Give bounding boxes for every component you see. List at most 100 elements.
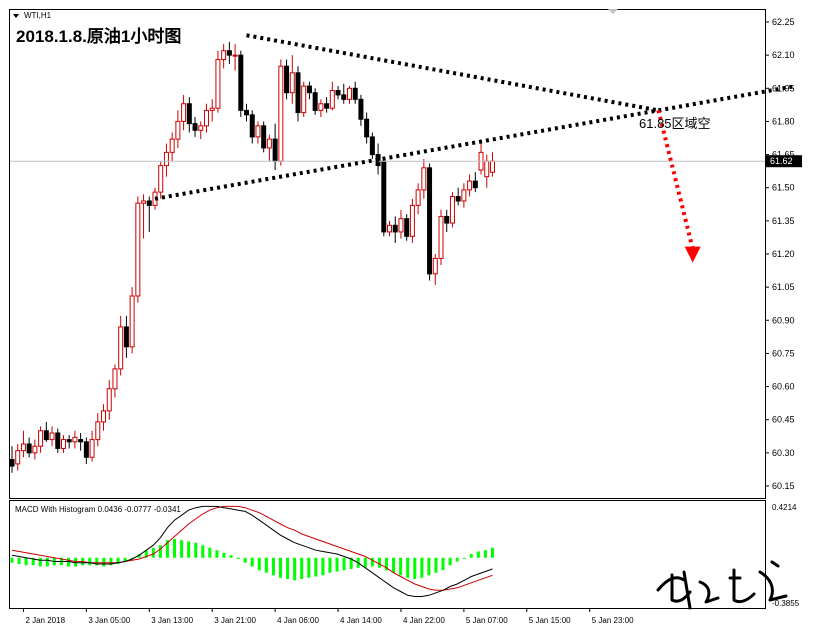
candle	[352, 81, 358, 104]
time-tick-label: 5 Jan 07:00	[466, 616, 508, 625]
candle	[78, 432, 84, 451]
candle	[60, 435, 66, 453]
price-tick-label: 60.15	[772, 481, 795, 491]
candle-body	[329, 89, 335, 109]
macd-histogram-bar	[31, 557, 35, 566]
macd-histogram-bar	[406, 557, 410, 578]
candle-body	[409, 204, 415, 237]
candle-body	[163, 151, 169, 167]
macd-histogram-bar	[399, 557, 403, 576]
trade-annotation: 61.85区域空	[639, 116, 711, 131]
candle	[329, 81, 335, 111]
macd-histogram-bar	[165, 540, 169, 558]
macd-histogram-bar	[257, 557, 261, 571]
macd-histogram-bar	[187, 541, 191, 558]
candle-body	[106, 388, 112, 412]
candle	[358, 94, 364, 126]
candle-body	[306, 85, 312, 94]
candle-body	[438, 215, 444, 259]
macd-histogram-bar	[441, 557, 445, 571]
candle-body	[181, 103, 187, 122]
candle-body	[346, 87, 352, 100]
candle	[118, 315, 124, 376]
candle	[38, 426, 44, 453]
candle	[444, 209, 450, 232]
candle	[89, 430, 95, 462]
macd-histogram-bar	[335, 557, 339, 572]
candle-body	[261, 125, 267, 149]
candle-body	[449, 196, 455, 224]
candle-body	[232, 54, 238, 57]
candle-body	[221, 50, 227, 61]
macd-histogram-bar	[95, 557, 99, 566]
macd-histogram-bar	[130, 557, 134, 559]
candle-body	[312, 92, 318, 111]
candle-body	[215, 59, 221, 109]
candle-body	[284, 65, 290, 94]
candle	[387, 220, 393, 237]
macd-indicator-label: MACD With Histogram 0.0436 -0.0777 -0.03…	[15, 505, 181, 514]
current-price-label: 61.62	[770, 156, 793, 166]
macd-histogram-bar	[462, 557, 466, 559]
macd-histogram-bar	[476, 551, 480, 558]
macd-histogram-bar	[144, 550, 148, 558]
candle	[284, 59, 290, 100]
macd-histogram-bar	[215, 550, 219, 558]
macd-histogram-bar	[17, 557, 21, 565]
macd-main-line	[11, 505, 493, 597]
candle	[15, 444, 21, 471]
candle-body	[289, 72, 295, 94]
candle-body	[249, 114, 255, 138]
candle-body	[158, 165, 164, 193]
candle-body	[9, 458, 15, 467]
candle	[106, 379, 112, 420]
macd-histogram-bar	[363, 557, 367, 568]
candle	[346, 86, 352, 104]
candle-body	[272, 138, 278, 162]
macd-histogram-bar	[201, 545, 205, 558]
macd-histogram-bar	[384, 557, 388, 571]
macd-axis-top-label: 0.4214	[772, 503, 797, 512]
candle	[43, 421, 49, 442]
candle	[135, 196, 141, 303]
candle	[461, 183, 467, 208]
candle-body	[324, 103, 330, 109]
time-tick-label: 4 Jan 22:00	[403, 616, 445, 625]
candle-body	[238, 54, 244, 111]
time-tick-label: 5 Jan 15:00	[529, 616, 571, 625]
time-tick-label: 3 Jan 21:00	[214, 616, 256, 625]
candle	[364, 112, 370, 144]
candle	[341, 83, 347, 104]
collapse-marker[interactable]	[13, 9, 618, 18]
candle-body	[38, 430, 44, 447]
candle-body	[141, 200, 147, 204]
candle-body	[209, 107, 215, 111]
macd-histogram-bar	[286, 557, 290, 580]
candle	[186, 97, 192, 133]
macd-histogram-bar	[483, 550, 487, 558]
macd-histogram-bar	[158, 545, 162, 558]
trend-annotations	[154, 33, 796, 263]
candle	[306, 81, 312, 100]
macd-histogram-bar	[420, 557, 424, 578]
macd-histogram-bar	[370, 557, 374, 567]
candle-body	[198, 125, 204, 131]
candle	[232, 44, 238, 71]
candle-body	[78, 439, 84, 443]
candle	[381, 156, 387, 237]
macd-histogram-bar	[243, 557, 247, 563]
macd-histogram-bar	[469, 553, 473, 558]
candle-body	[352, 87, 358, 100]
candle	[72, 430, 78, 449]
macd-histogram-bar	[434, 557, 438, 573]
candle-body	[175, 120, 181, 140]
dotted-trendline	[658, 84, 796, 113]
candle-body	[278, 65, 284, 162]
candlestick-series	[9, 41, 495, 473]
macd-histogram-bar	[300, 557, 304, 580]
macd-histogram-bar	[194, 542, 198, 558]
macd-histogram-bar	[413, 557, 417, 580]
price-tick-label: 60.30	[772, 448, 795, 458]
candle	[181, 94, 187, 131]
